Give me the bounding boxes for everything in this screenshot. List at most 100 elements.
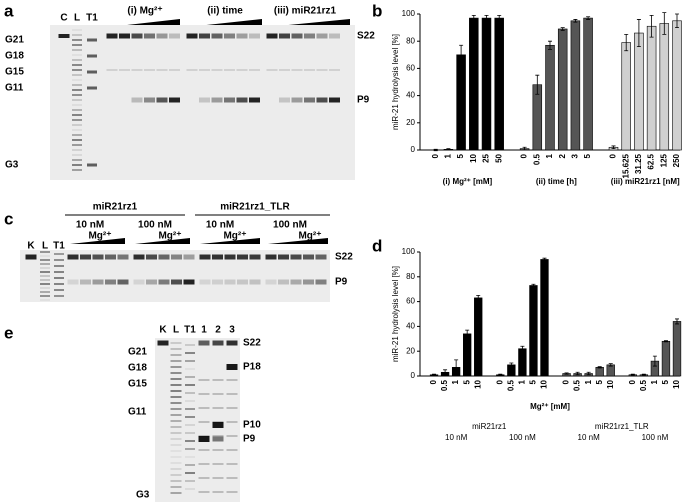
gel-band (212, 422, 224, 428)
gel-band (226, 379, 238, 381)
gel-band (40, 287, 50, 289)
gel-band (265, 254, 277, 260)
gel-band (211, 69, 223, 71)
ramp (268, 238, 328, 244)
gel-band (185, 456, 195, 458)
gel-band (72, 134, 82, 136)
gel-band (72, 109, 82, 111)
x-tick-label: 62.5 (647, 153, 656, 169)
gel (155, 338, 240, 502)
gel-band (185, 384, 195, 386)
gel-band (72, 74, 82, 76)
error-bar (586, 16, 591, 20)
product-label: S22 (335, 252, 353, 263)
gel-band (170, 378, 182, 380)
gel-band (304, 97, 315, 103)
gel-band (170, 480, 182, 482)
gel-band (170, 468, 182, 470)
gel-band (156, 69, 168, 71)
gel-band (72, 154, 82, 156)
bar (661, 340, 671, 377)
y-tick-label: 80 (406, 272, 415, 281)
gel-band (212, 491, 224, 493)
error-bar (497, 14, 502, 22)
gel-band (119, 69, 130, 71)
gel-band (169, 69, 180, 71)
lane-label: 1 (201, 325, 207, 336)
x-tick-label: 1 (650, 379, 659, 384)
gel-band (72, 84, 82, 86)
gel-band (224, 33, 235, 39)
lane-label: K (159, 325, 167, 336)
gel-band (156, 33, 168, 39)
error-bar (465, 329, 470, 338)
bar (540, 259, 549, 377)
gel-band (212, 477, 224, 479)
gel-band (249, 97, 260, 103)
gel-band (72, 69, 82, 71)
x-tick-label: 0 (495, 379, 504, 384)
gel-band (72, 79, 82, 81)
gel-band (315, 279, 327, 285)
gel-band (117, 279, 129, 285)
x-tick-label: 10 (473, 379, 482, 388)
error-bar (560, 27, 565, 31)
x-tick-label: 15.625 (621, 153, 630, 178)
gel-band (58, 34, 70, 38)
ramp-label: Mg²⁺ (298, 231, 321, 242)
marker-label: G15 (5, 67, 24, 78)
lane-label: C (60, 13, 67, 24)
gel-band (303, 254, 314, 260)
ramp (135, 238, 190, 244)
gel-band (236, 33, 248, 39)
gel-band (40, 271, 50, 273)
gel-band (170, 444, 182, 446)
gel-band (291, 97, 303, 103)
gel-band (199, 33, 210, 39)
construct-label: miR21rz1_TLR (220, 202, 290, 213)
group-label: 100 nM (509, 433, 536, 442)
gel-band (279, 97, 290, 103)
gel-band (212, 407, 224, 409)
gel-band (224, 279, 236, 285)
ramp (200, 238, 260, 244)
gel-band (212, 435, 224, 437)
marker-label: G18 (5, 51, 24, 62)
gel-band (54, 265, 64, 267)
gel-band (25, 254, 37, 260)
gel-band (158, 279, 170, 285)
gel-band (170, 426, 182, 428)
gel-band (185, 424, 195, 426)
gel-band (226, 463, 238, 465)
gel-band (199, 279, 211, 285)
y-axis-label: miR-21 hydrolysis level [%] (391, 266, 400, 362)
error-bar (636, 19, 641, 48)
y-tick-label: 20 (406, 118, 415, 127)
error-bar (542, 257, 547, 262)
gel-band (170, 360, 182, 362)
x-tick-label: 5 (456, 153, 465, 158)
gel-band (117, 254, 129, 260)
error-bar (649, 14, 654, 38)
gel-band (212, 254, 223, 260)
x-tick-label: 50 (494, 153, 503, 162)
gel-band (106, 69, 118, 71)
gel-band (170, 348, 182, 350)
gel-band (72, 39, 82, 41)
gel-band (278, 254, 289, 260)
gel-band (224, 97, 235, 103)
gel-band (226, 477, 238, 479)
gel-band (212, 449, 224, 451)
x-tick-label: 1 (518, 379, 527, 384)
gel-band (72, 139, 82, 141)
gel-band (40, 291, 50, 293)
x-tick-label: 250 (672, 153, 681, 167)
gel-band (40, 251, 50, 253)
gel-band (72, 119, 82, 121)
gel-band (186, 33, 198, 39)
x-tick-label: 1 (444, 153, 453, 158)
marker-label: G21 (128, 347, 147, 358)
gel-band (237, 254, 248, 260)
gel-band (144, 69, 155, 71)
lane-label: L (173, 325, 179, 336)
